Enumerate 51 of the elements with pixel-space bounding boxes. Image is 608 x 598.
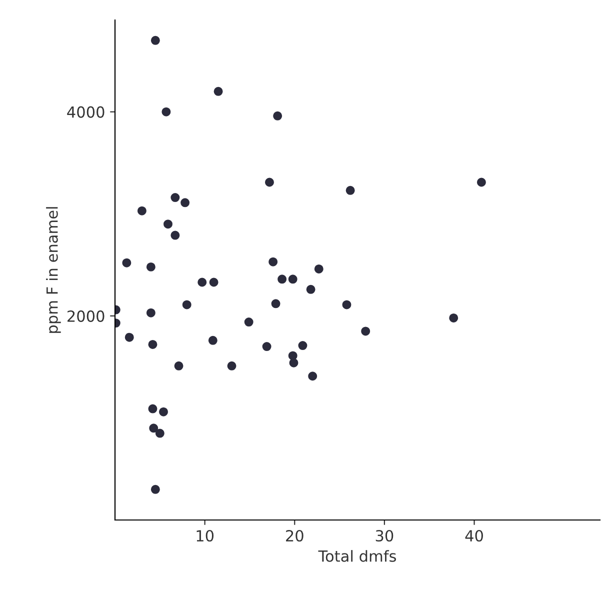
point (146, 308, 156, 318)
point (208, 336, 218, 345)
point (342, 300, 352, 310)
point (273, 111, 282, 120)
point (148, 340, 158, 349)
point (209, 278, 218, 287)
point (264, 178, 274, 187)
point (244, 318, 254, 327)
y-tick-label: 2000 (68, 310, 104, 322)
point (162, 107, 171, 116)
point (278, 274, 287, 284)
point (476, 178, 486, 187)
x-tick-label: 10 (196, 530, 214, 542)
point (170, 230, 180, 240)
point (306, 284, 316, 294)
point (149, 424, 158, 433)
x-axis-title: Total dmfs (318, 550, 396, 562)
point (182, 300, 192, 310)
point (122, 258, 132, 268)
point (198, 278, 207, 287)
x-tick-label: 30 (376, 530, 394, 542)
point (163, 220, 172, 229)
y-axis-title: ppm F in enamel (46, 207, 61, 333)
point (289, 358, 298, 368)
point (288, 351, 298, 360)
point (314, 264, 324, 274)
point (124, 332, 134, 342)
point (180, 198, 190, 208)
point (298, 341, 308, 350)
point (346, 186, 355, 195)
point (449, 313, 458, 322)
point (150, 484, 160, 494)
x-tick-label: 20 (286, 530, 304, 542)
point (159, 407, 168, 416)
point (268, 257, 278, 266)
point (150, 36, 160, 45)
point (262, 342, 272, 352)
x-tick-label: 40 (465, 530, 483, 542)
y-tick-label: 4000 (67, 106, 104, 118)
point (174, 361, 184, 370)
point (214, 86, 223, 96)
point (146, 262, 156, 272)
point (137, 206, 146, 216)
point (155, 428, 164, 438)
point (148, 404, 158, 414)
point (361, 326, 370, 336)
point (308, 372, 318, 381)
point (170, 193, 180, 202)
point (288, 274, 298, 284)
point (227, 361, 236, 370)
point (271, 299, 280, 308)
